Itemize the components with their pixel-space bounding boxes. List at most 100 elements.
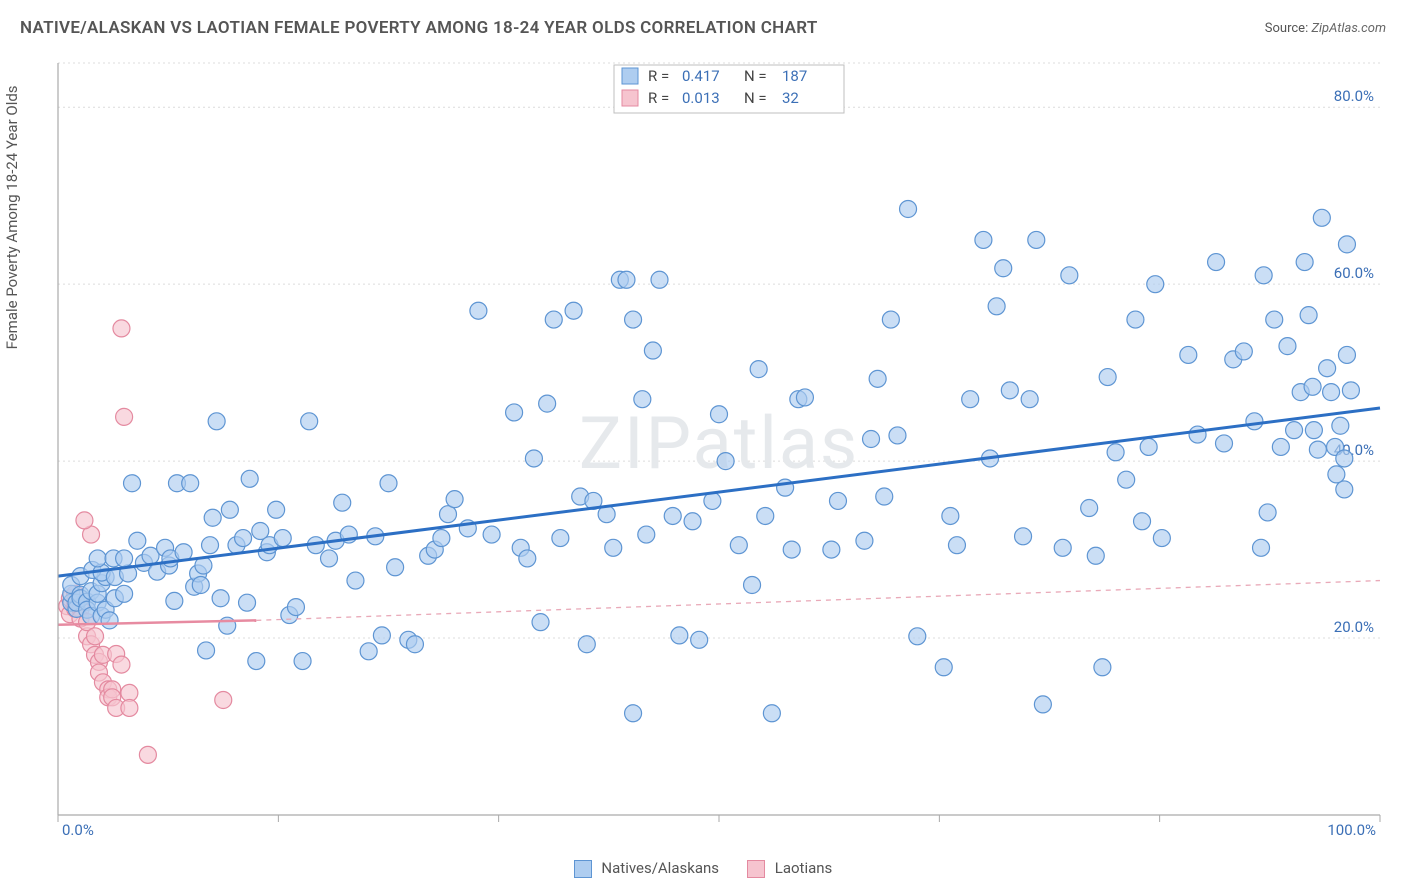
data-point-blue — [192, 576, 209, 593]
data-point-blue — [829, 492, 846, 509]
data-point-pink — [121, 699, 138, 716]
chart-title: NATIVE/ALASKAN VS LAOTIAN FEMALE POVERTY… — [20, 18, 818, 38]
data-point-blue — [744, 576, 761, 593]
data-point-blue — [889, 427, 906, 444]
data-point-pink — [87, 628, 104, 645]
data-point-pink — [139, 746, 156, 763]
bottom-legend: Natives/Alaskans Laotians — [0, 859, 1406, 878]
data-point-blue — [935, 659, 952, 676]
svg-text:0.013: 0.013 — [682, 89, 720, 107]
data-point-blue — [373, 627, 390, 644]
data-point-blue — [1313, 209, 1330, 226]
data-point-blue — [625, 311, 642, 328]
data-point-blue — [1246, 413, 1263, 430]
data-point-blue — [439, 506, 456, 523]
data-point-blue — [406, 636, 423, 653]
data-point-blue — [869, 370, 886, 387]
data-point-blue — [1266, 311, 1283, 328]
data-point-blue — [380, 475, 397, 492]
data-point-blue — [433, 530, 450, 547]
data-point-blue — [863, 431, 880, 448]
data-point-blue — [1153, 530, 1170, 547]
data-point-blue — [208, 413, 225, 430]
source-attribution: Source: ZipAtlas.com — [1265, 21, 1386, 36]
data-point-blue — [578, 636, 595, 653]
data-point-pink — [76, 512, 93, 529]
data-point-blue — [1332, 417, 1349, 434]
source-name: ZipAtlas.com — [1311, 21, 1386, 36]
data-point-blue — [470, 302, 487, 319]
data-point-blue — [198, 642, 215, 659]
data-point-blue — [644, 342, 661, 359]
data-point-blue — [1338, 236, 1355, 253]
data-point-blue — [717, 453, 734, 470]
data-point-blue — [1001, 382, 1018, 399]
data-point-blue — [124, 475, 141, 492]
data-point-blue — [1272, 438, 1289, 455]
data-point-blue — [89, 550, 106, 567]
data-point-blue — [671, 627, 688, 644]
data-point-blue — [1296, 254, 1313, 271]
data-point-blue — [1189, 426, 1206, 443]
data-point-blue — [268, 501, 285, 518]
data-point-blue — [988, 298, 1005, 315]
data-point-blue — [182, 475, 199, 492]
data-point-blue — [1338, 346, 1355, 363]
data-point-blue — [1279, 338, 1296, 355]
data-point-blue — [287, 599, 304, 616]
svg-text:80.0%: 80.0% — [1334, 87, 1374, 105]
data-point-blue — [1336, 481, 1353, 498]
data-point-blue — [684, 513, 701, 530]
data-point-blue — [882, 311, 899, 328]
data-point-blue — [757, 507, 774, 524]
data-point-blue — [235, 530, 252, 547]
legend-item-laotians: Laotians — [747, 859, 832, 878]
trend-line-pink-extrapolated — [256, 581, 1380, 621]
data-point-blue — [1021, 391, 1038, 408]
swatch-pink-icon — [747, 860, 765, 878]
data-point-blue — [796, 389, 813, 406]
data-point-blue — [691, 631, 708, 648]
data-point-blue — [711, 406, 728, 423]
data-point-blue — [900, 200, 917, 217]
data-point-blue — [1336, 450, 1353, 467]
data-point-blue — [221, 501, 238, 518]
legend-swatch-icon — [622, 68, 638, 84]
data-point-blue — [294, 653, 311, 670]
data-point-blue — [301, 413, 318, 430]
data-point-blue — [1015, 528, 1032, 545]
y-axis-label: Female Poverty Among 18-24 Year Olds — [3, 85, 21, 349]
data-point-blue — [730, 537, 747, 554]
data-point-pink — [116, 408, 133, 425]
data-point-blue — [519, 550, 536, 567]
data-point-blue — [783, 541, 800, 558]
data-point-blue — [975, 231, 992, 248]
data-point-blue — [239, 594, 256, 611]
data-point-blue — [942, 507, 959, 524]
data-point-blue — [1309, 441, 1326, 458]
data-point-blue — [876, 488, 893, 505]
data-point-blue — [274, 530, 291, 547]
svg-text:187: 187 — [782, 67, 807, 85]
data-point-blue — [1028, 231, 1045, 248]
data-point-blue — [360, 643, 377, 660]
data-point-blue — [1342, 382, 1359, 399]
data-point-blue — [545, 311, 562, 328]
data-point-blue — [1061, 267, 1078, 284]
svg-text:100.0%: 100.0% — [1327, 821, 1376, 837]
data-point-blue — [248, 653, 265, 670]
data-point-blue — [823, 541, 840, 558]
data-point-blue — [634, 391, 651, 408]
data-point-blue — [995, 260, 1012, 277]
data-point-pink — [215, 691, 232, 708]
data-point-blue — [565, 302, 582, 319]
data-point-blue — [116, 550, 133, 567]
data-point-blue — [387, 559, 404, 576]
data-point-blue — [204, 509, 221, 526]
data-point-blue — [605, 539, 622, 556]
data-point-blue — [116, 585, 133, 602]
data-point-blue — [1300, 307, 1317, 324]
svg-text:32: 32 — [782, 89, 799, 107]
title-bar: NATIVE/ALASKAN VS LAOTIAN FEMALE POVERTY… — [20, 18, 1386, 38]
legend-item-natives: Natives/Alaskans — [574, 859, 719, 878]
